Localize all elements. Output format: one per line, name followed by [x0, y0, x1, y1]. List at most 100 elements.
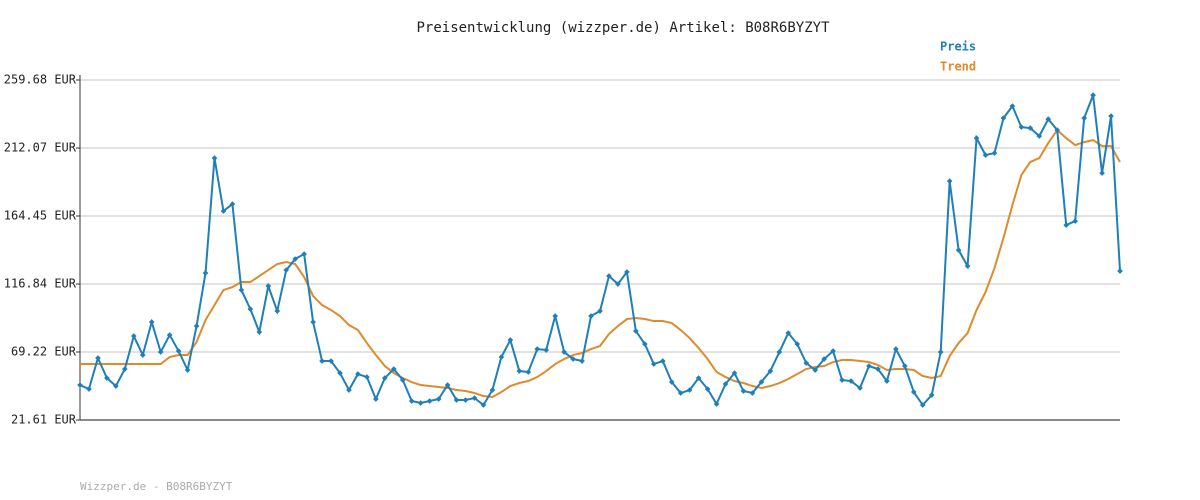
marker: [1117, 268, 1123, 274]
marker: [1009, 103, 1016, 109]
marker: [373, 396, 379, 402]
marker: [247, 306, 254, 312]
marker: [731, 370, 738, 376]
marker: [130, 333, 137, 339]
marker: [220, 208, 227, 214]
marker: [408, 398, 415, 404]
marker: [480, 402, 487, 408]
marker: [328, 358, 334, 364]
marker: [884, 378, 890, 384]
marker: [875, 366, 881, 372]
marker: [812, 367, 819, 373]
marker: [95, 355, 101, 361]
marker: [166, 332, 173, 338]
marker: [713, 401, 720, 407]
marker: [1099, 170, 1105, 176]
marker: [489, 387, 496, 393]
marker: [381, 375, 388, 381]
marker: [749, 390, 756, 396]
marker: [184, 367, 191, 373]
marker: [1090, 92, 1096, 98]
marker: [910, 389, 917, 395]
marker: [552, 313, 559, 319]
marker: [211, 155, 218, 161]
marker: [893, 346, 899, 352]
marker: [1036, 133, 1043, 139]
line-0: [79, 94, 1121, 407]
marker: [839, 377, 845, 383]
marker: [390, 366, 397, 372]
y-tick-label: 259.68 EUR: [4, 73, 77, 87]
marker: [355, 371, 361, 377]
marker: [615, 281, 621, 287]
marker: [830, 348, 836, 354]
marker: [561, 349, 567, 355]
marker: [310, 319, 316, 325]
marker: [659, 358, 666, 364]
marker: [633, 328, 639, 334]
marker: [964, 263, 971, 269]
footer: Wizzper.de - B08R6BYZYT: [80, 480, 233, 493]
marker: [848, 378, 854, 384]
marker: [722, 381, 729, 387]
marker: [758, 379, 765, 385]
legend-label: Trend: [940, 60, 976, 74]
marker: [121, 366, 128, 372]
marker: [767, 368, 774, 374]
marker: [426, 398, 433, 404]
marker: [193, 323, 200, 329]
marker: [453, 397, 460, 403]
marker: [77, 382, 83, 388]
marker: [444, 382, 451, 388]
marker: [417, 400, 424, 406]
y-tick-label: 116.84 EUR: [4, 276, 77, 290]
marker: [507, 337, 514, 343]
marker: [668, 379, 675, 385]
marker: [148, 319, 155, 325]
marker: [570, 356, 576, 362]
marker: [1027, 125, 1034, 131]
marker: [292, 256, 299, 262]
marker: [283, 267, 290, 273]
marker: [1045, 116, 1052, 122]
marker: [229, 201, 236, 207]
marker: [274, 308, 281, 314]
marker: [785, 330, 792, 336]
marker: [866, 363, 872, 369]
marker: [364, 374, 370, 380]
marker: [399, 377, 406, 383]
marker: [928, 392, 935, 398]
marker: [202, 270, 209, 276]
marker: [704, 386, 711, 392]
marker: [534, 346, 541, 352]
marker: [919, 402, 926, 408]
line-1: [80, 128, 1121, 399]
marker: [588, 313, 594, 319]
marker: [1081, 115, 1087, 121]
marker: [677, 390, 684, 396]
marker: [238, 287, 245, 293]
marker: [857, 385, 863, 391]
chart-title: Preisentwicklung (wizzper.de) Artikel: B…: [416, 20, 830, 36]
marker: [686, 387, 693, 393]
marker: [462, 397, 469, 403]
marker: [579, 358, 585, 364]
marker: [597, 308, 603, 314]
marker: [104, 375, 110, 381]
marker: [319, 358, 325, 364]
marker: [265, 283, 272, 289]
marker: [435, 396, 442, 402]
marker: [794, 341, 801, 347]
marker: [973, 135, 980, 141]
marker: [606, 273, 612, 279]
marker: [157, 349, 164, 355]
marker: [641, 341, 648, 347]
marker: [113, 383, 119, 389]
y-tick-label: 212.07 EUR: [4, 140, 77, 154]
marker: [624, 269, 630, 275]
marker: [955, 247, 962, 253]
marker: [301, 251, 307, 257]
marker: [821, 356, 827, 362]
marker: [139, 352, 146, 358]
marker: [695, 375, 702, 381]
